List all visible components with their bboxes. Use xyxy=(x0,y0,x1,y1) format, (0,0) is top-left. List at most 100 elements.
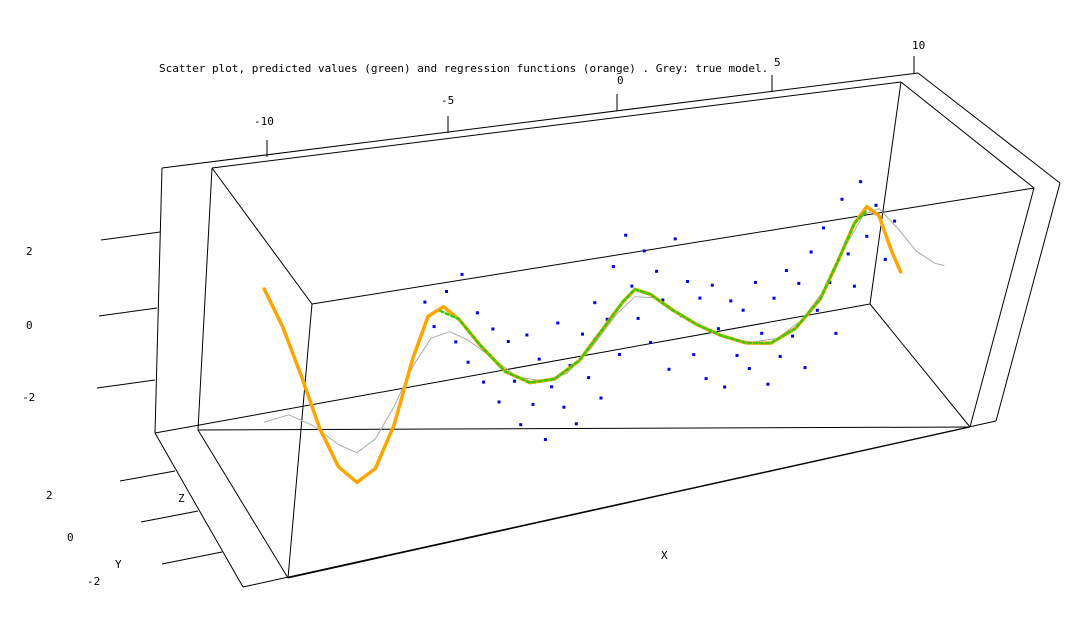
z-tick-mark xyxy=(96,379,156,389)
x-tick-label: 0 xyxy=(617,74,624,87)
scatter-point xyxy=(735,354,739,357)
z-axis-label: Z xyxy=(178,492,185,505)
scatter-point xyxy=(840,197,844,201)
scatter-point xyxy=(667,367,671,371)
scatter-point xyxy=(865,234,869,238)
x-axis-label: X xyxy=(661,549,668,562)
scatter-point xyxy=(815,308,819,312)
box-bottom-outer xyxy=(242,420,997,588)
scatter-point xyxy=(859,180,863,184)
z-axis: 2 0 -2 Z xyxy=(22,231,185,505)
scatter-point xyxy=(537,357,541,361)
scatter-point xyxy=(716,327,720,331)
box-right-back-vertical xyxy=(869,81,902,305)
scatter-point xyxy=(513,379,516,383)
box-right-outer-vertical xyxy=(995,182,1061,422)
y-tick-mark xyxy=(119,470,176,482)
scatter-point xyxy=(642,249,646,253)
y-axis-label: Y xyxy=(115,558,122,571)
scatter-point xyxy=(803,366,807,370)
scatter-point xyxy=(497,400,501,404)
predicted-curve xyxy=(439,209,869,384)
scatter-point xyxy=(852,284,856,288)
chart-title: Scatter plot, predicted values (green) a… xyxy=(159,62,768,75)
box-back-left-inner xyxy=(197,167,213,431)
scatter-point xyxy=(729,299,733,303)
scatter-point xyxy=(874,203,878,207)
y-tick-mark xyxy=(161,551,223,565)
box-frame xyxy=(154,72,1061,588)
scatter-point xyxy=(834,331,838,335)
scatter-point xyxy=(883,257,887,261)
box-floor-mid xyxy=(197,426,971,431)
box-front-left-vertical xyxy=(287,303,313,579)
regression-curve xyxy=(262,204,903,485)
box-top-front-edge xyxy=(211,81,902,169)
box-right-floor-slant xyxy=(869,303,971,428)
scatter-point xyxy=(460,272,464,276)
scatter-point xyxy=(710,283,714,287)
scatter-point xyxy=(893,219,897,223)
scatter-point xyxy=(760,331,764,335)
scatter-point xyxy=(784,269,788,272)
scatter-point xyxy=(797,281,801,285)
x-tick-label: 10 xyxy=(912,39,925,52)
box-top-right-inner xyxy=(900,81,1035,189)
scatter-point xyxy=(636,316,640,320)
x-tick-label: -10 xyxy=(254,115,274,128)
scatter-point xyxy=(611,265,615,269)
scatter-point xyxy=(593,301,597,305)
scatter-point xyxy=(809,250,813,254)
y-tick-label: 2 xyxy=(46,489,53,502)
box-floor-back xyxy=(154,303,871,434)
x-axis: -10 -5 0 5 10 X xyxy=(254,39,925,562)
scatter-point xyxy=(766,382,770,386)
scatter-point xyxy=(550,385,554,389)
scatter-point xyxy=(556,321,560,325)
scatter-point xyxy=(661,298,665,302)
scatter-point xyxy=(630,284,634,288)
scatter-point xyxy=(791,334,795,338)
scatter-point xyxy=(519,423,523,427)
scatter-point xyxy=(655,269,659,273)
x-tick-label: -5 xyxy=(441,94,454,107)
y-tick-label: -2 xyxy=(87,575,100,588)
scatter-point xyxy=(454,340,458,344)
box-top-back-edge xyxy=(161,72,919,169)
x-tick-label: 5 xyxy=(774,56,781,69)
scatter-point xyxy=(581,332,584,336)
scatter-point xyxy=(506,340,510,343)
scatter-point xyxy=(618,353,621,356)
box-back-left-vertical xyxy=(154,167,163,434)
scatter-point xyxy=(673,237,677,241)
scatter-point xyxy=(692,353,696,357)
scatter-point xyxy=(587,376,591,380)
scatter-point xyxy=(649,341,652,344)
box-mid-top xyxy=(311,187,1035,305)
scatter-point xyxy=(531,402,535,406)
z-tick-label: -2 xyxy=(22,391,35,404)
scatter-point xyxy=(475,311,479,315)
scatter-point xyxy=(754,281,757,284)
scatter-point xyxy=(525,333,529,337)
scatter-point xyxy=(423,300,427,304)
scatter-point xyxy=(741,308,745,312)
scatter-point xyxy=(723,385,727,389)
box-slant-left xyxy=(211,167,313,305)
scatter-point xyxy=(704,377,708,381)
scatter-point xyxy=(445,290,448,293)
box-right-front-vertical xyxy=(969,187,1035,428)
scatter-point xyxy=(432,325,436,329)
box-bottom-left-slant xyxy=(197,429,289,579)
true-model-layer xyxy=(263,208,945,454)
scatter-point xyxy=(599,396,603,400)
y-axis: 2 0 -2 Y xyxy=(46,470,223,588)
scatter-points-layer xyxy=(423,180,897,441)
regression-layer xyxy=(262,204,903,485)
z-tick-label: 0 xyxy=(26,319,33,332)
z-tick-mark xyxy=(100,231,161,241)
scatter-point xyxy=(574,422,578,426)
y-tick-label: 0 xyxy=(67,531,74,544)
scatter-point xyxy=(747,367,751,370)
